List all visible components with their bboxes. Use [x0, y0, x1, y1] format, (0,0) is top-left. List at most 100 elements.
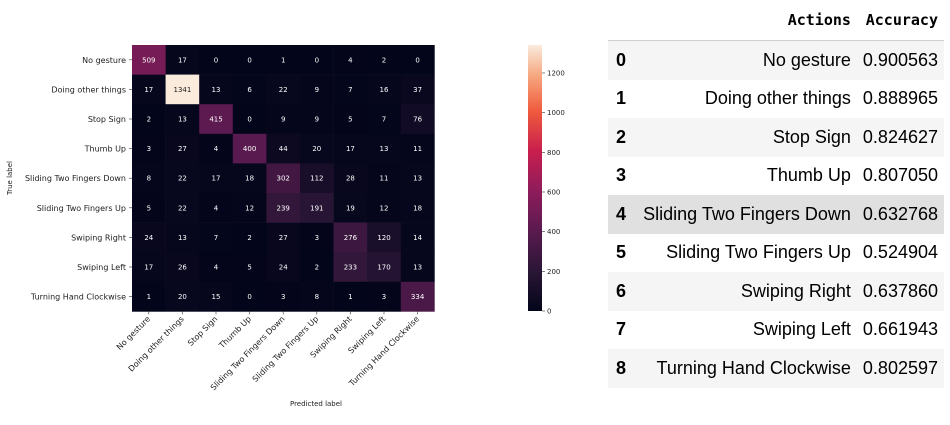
colorbar-tick-label: 0 — [547, 308, 551, 316]
heatmap-cell — [400, 163, 435, 194]
heatmap-cells: 509 17 0 0 1 0 4 2 017 1341 13 6 22 9 7 16 372 13 415 0 9 9 5 7… — [132, 45, 435, 312]
heatmap-cell — [199, 193, 234, 223]
heatmap-cell-value: 7 — [214, 234, 218, 242]
heatmap-cell — [300, 252, 334, 283]
heatmap-cell-value: 17 — [178, 56, 187, 64]
heatmap-cell — [132, 193, 166, 223]
heatmap-cell-value: 9 — [315, 86, 319, 94]
heatmap-cell — [199, 104, 234, 135]
row-accuracy: 0.888965 — [862, 88, 938, 109]
heatmap-cell — [300, 281, 334, 312]
heatmap-cell — [333, 252, 368, 283]
heatmap-cell-value: 17 — [212, 175, 221, 183]
x-axis-title: Predicted label — [290, 400, 342, 408]
heatmap-cell — [266, 252, 301, 283]
heatmap-cell-value: 22 — [178, 204, 187, 212]
heatmap-cell-value: 18 — [413, 204, 422, 212]
heatmap-cell-value: 3 — [281, 293, 285, 301]
heatmap-cell — [199, 222, 234, 253]
heatmap-cell-value: 27 — [279, 234, 288, 242]
heatmap-cell — [266, 222, 301, 253]
y-tick-label: Sliding Two Fingers Down — [25, 174, 126, 183]
heatmap-cell — [232, 74, 267, 105]
row-index: 8 — [608, 349, 638, 388]
heatmap-cell-value: 2 — [382, 56, 386, 64]
heatmap-cell-value: 24 — [279, 264, 288, 272]
heatmap-cell — [232, 45, 267, 75]
table-row: 8 Turning Hand Clockwise 0.802597 — [608, 349, 944, 388]
heatmap-cell — [333, 133, 368, 164]
heatmap-cell — [165, 193, 200, 223]
row-accuracy: 0.524904 — [862, 242, 938, 263]
heatmap-cell-value: 5 — [247, 264, 251, 272]
heatmap-cell — [367, 133, 402, 164]
heatmap-cell-value: 9 — [281, 116, 285, 124]
heatmap-cell — [367, 281, 402, 312]
heatmap-cell-value: 3 — [147, 145, 151, 153]
heatmap-cell — [300, 193, 334, 223]
x-tick-label: Turning Hand Clockwise — [347, 314, 421, 388]
heatmap-cell-value: 22 — [178, 175, 187, 183]
heatmap-cell — [400, 281, 435, 312]
colorbar-tick-label: 1000 — [547, 109, 565, 117]
y-tick-label: Swiping Right — [71, 233, 126, 242]
colorbar-ticks: 0 200 400 600 800 1000 1200 — [542, 69, 565, 316]
heatmap-cell-value: 4 — [214, 264, 219, 272]
y-tick-label: Turning Hand Clockwise — [30, 293, 126, 302]
heatmap-cell — [300, 163, 334, 194]
heatmap-cell-value: 112 — [310, 175, 323, 183]
heatmap-cell-value: 7 — [348, 86, 352, 94]
table-row: 0 No gesture 0.900563 — [608, 40, 944, 80]
heatmap-cell-value: 13 — [413, 175, 422, 183]
heatmap-cell-value: 120 — [377, 234, 390, 242]
heatmap-cell — [232, 104, 267, 135]
heatmap-cell — [333, 104, 368, 135]
heatmap-cell-value: 19 — [346, 204, 355, 212]
heatmap-cell-value: 0 — [315, 56, 319, 64]
heatmap-svg: 509 17 0 0 1 0 4 2 017 1341 13 6 22 9 7 16 372 13 415 0 9 9 5 7… — [6, 45, 565, 408]
heatmap-cell — [132, 281, 166, 312]
x-tick-label: Sliding Two Fingers Up — [251, 314, 321, 384]
heatmap-cell-value: 13 — [413, 264, 422, 272]
heatmap-cell-value: 0 — [214, 56, 218, 64]
table-row: 6 Swiping Right 0.637860 — [608, 272, 944, 311]
table-row: 7 Swiping Left 0.661943 — [608, 311, 944, 350]
y-tick-label: No gesture — [82, 56, 126, 65]
heatmap-cell-value: 12 — [245, 204, 254, 212]
heatmap-cell-value: 15 — [212, 293, 221, 301]
heatmap-cell — [165, 252, 200, 283]
heatmap-cell-value: 8 — [147, 175, 151, 183]
heatmap-cell-value: 1341 — [173, 86, 191, 94]
row-action: Stop Sign — [637, 118, 857, 157]
heatmap-cell-value: 13 — [212, 86, 221, 94]
heatmap-cell-value: 16 — [380, 86, 389, 94]
heatmap-cell — [232, 252, 267, 283]
heatmap-cell — [300, 222, 334, 253]
heatmap-cell — [400, 74, 435, 105]
colorbar: 0 200 400 600 800 1000 1200 — [528, 45, 565, 316]
table-row: 2 Stop Sign 0.824627 — [608, 118, 944, 157]
heatmap-cell-value: 6 — [247, 86, 252, 94]
heatmap-cell — [199, 252, 234, 283]
heatmap-cell — [199, 281, 234, 312]
y-tick-label: Swiping Left — [77, 263, 126, 272]
heatmap-cell-value: 27 — [178, 145, 187, 153]
y-tick-label: Stop Sign — [88, 115, 126, 124]
heatmap-cell — [300, 104, 334, 135]
heatmap-cell-value: 37 — [413, 86, 422, 94]
heatmap-cell-value: 2 — [147, 116, 151, 124]
heatmap-cell-value: 13 — [380, 145, 389, 153]
x-tick-label: Thumb Up — [217, 314, 253, 350]
heatmap-cell — [400, 193, 435, 223]
heatmap-cell — [232, 193, 267, 223]
row-accuracy: 0.637860 — [856, 272, 944, 311]
heatmap-cell — [333, 222, 368, 253]
table-header-row: Actions Accuracy — [608, 0, 944, 41]
y-tick-labels: No gesture Doing other things Stop Sign Thu… — [25, 56, 132, 302]
heatmap-cell-value: 170 — [377, 264, 390, 272]
x-tick-label: Stop Sign — [186, 314, 219, 347]
heatmap-cell — [266, 45, 301, 75]
heatmap-cell — [367, 74, 402, 105]
heatmap-cell — [132, 252, 166, 283]
row-action: Swiping Right — [637, 272, 857, 311]
